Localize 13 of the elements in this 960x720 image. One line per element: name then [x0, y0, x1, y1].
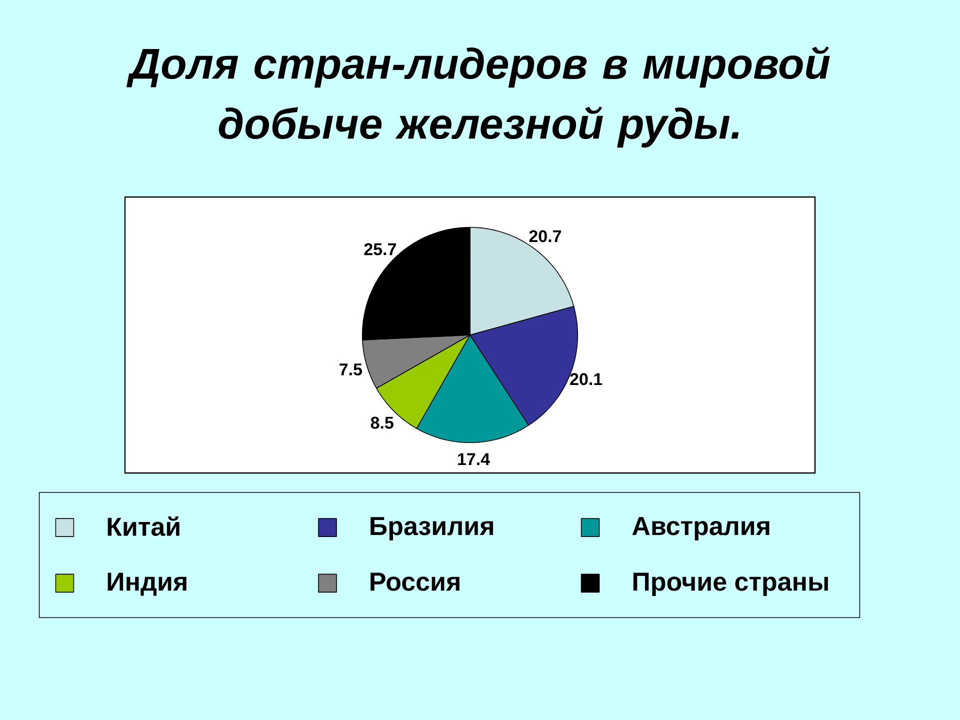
legend-label: Прочие страны: [633, 572, 828, 596]
data-label: 17.4: [458, 453, 490, 465]
legend-label: Россия: [370, 572, 460, 591]
legend-label: Китай: [108, 516, 180, 536]
data-label: 25.7: [364, 243, 396, 256]
legend-label: Австралия: [632, 517, 770, 540]
legend-label: Бразилия: [370, 517, 494, 540]
legend-label: Индия: [108, 572, 186, 596]
data-label: 7.5: [340, 364, 362, 376]
data-label: 8.5: [370, 416, 394, 429]
chart-title: Доля стран-лидеров в мировой добыче железной руды.: [126, 46, 830, 148]
data-label: 20.1: [570, 373, 602, 386]
data-label: 20.7: [529, 230, 562, 242]
